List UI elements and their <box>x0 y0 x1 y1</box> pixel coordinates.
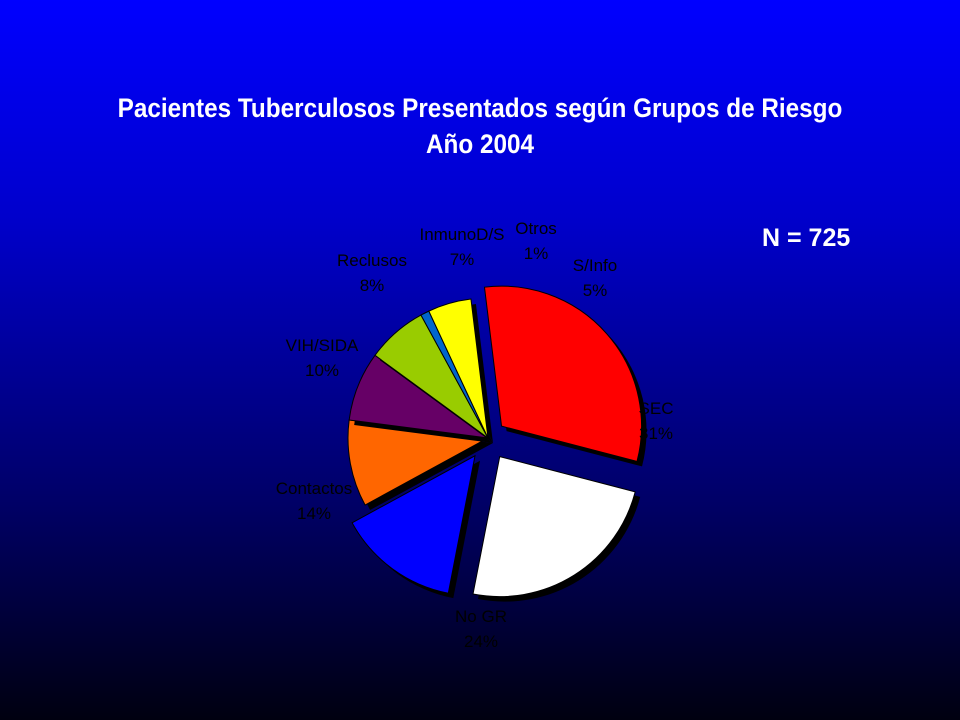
slice-name-label-inmunod-s: InmunoD/S <box>419 225 504 244</box>
chart-title-line2: Año 2004 <box>425 129 535 159</box>
pie-slice-contactos <box>351 454 476 594</box>
slice-name-label-vih-sida: VIH/SIDA <box>286 336 359 355</box>
slice-percent-label-sec: 31% <box>639 424 673 443</box>
sample-size-label: N = 725 <box>762 224 851 252</box>
slice-percent-label-vih-sida: 10% <box>305 361 339 380</box>
pie-slice-sec <box>483 285 643 463</box>
slice-percent-label-otros: 1% <box>524 244 549 263</box>
slice-percent-label-contactos: 14% <box>297 504 331 523</box>
slice-name-label-contactos: Contactos <box>276 479 353 498</box>
pie-slice-no-gr <box>472 455 636 598</box>
slice-name-label-sec: SEC <box>639 399 674 418</box>
slice-percent-label-inmunod-s: 7% <box>450 250 475 269</box>
slice-name-label-no-gr: No GR <box>455 607 507 626</box>
slice-percent-label-reclusos: 8% <box>360 276 385 295</box>
slice-percent-label-s-info: 5% <box>583 281 608 300</box>
slice-name-label-otros: Otros <box>515 219 557 238</box>
slice-name-label-reclusos: Reclusos <box>337 251 407 270</box>
pie-slice-vih-sida <box>347 419 490 506</box>
slice-percent-label-no-gr: 24% <box>464 632 498 651</box>
slice-name-label-s-info: S/Info <box>573 256 617 275</box>
pie-slice-s-info <box>428 298 489 439</box>
chart-title-line1: Pacientes Tuberculosos Presentados según… <box>117 93 843 123</box>
